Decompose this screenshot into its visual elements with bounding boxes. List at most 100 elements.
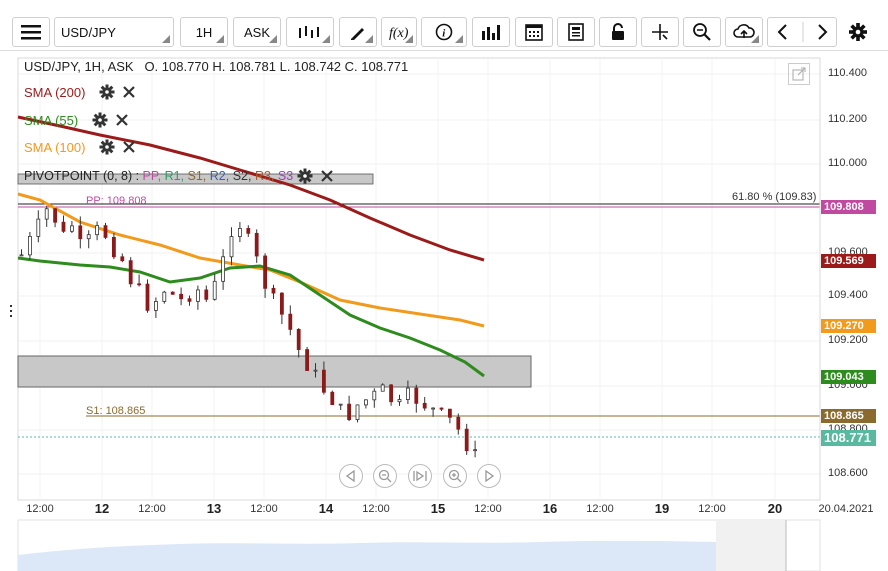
lock-icon	[612, 23, 624, 40]
popout-icon	[792, 67, 806, 81]
price-tag: 109.808	[821, 200, 876, 214]
zoom-in-button[interactable]	[443, 464, 467, 488]
news-button[interactable]	[557, 17, 595, 47]
drag-dots-icon	[10, 305, 12, 317]
scroll-left-button[interactable]	[339, 464, 363, 488]
zoom-out-icon	[378, 469, 392, 483]
calendar-button[interactable]	[515, 17, 553, 47]
y-axis-label: 110.400	[828, 67, 867, 79]
indicators-button[interactable]: f(x)	[381, 17, 417, 47]
zoom-out-button[interactable]	[373, 464, 397, 488]
indicator-label: SMA (200)	[24, 84, 86, 100]
crosshair-button[interactable]	[641, 17, 679, 47]
function-icon: f(x)	[389, 26, 409, 41]
y-axis-label: 110.200	[828, 113, 867, 125]
timeframe-label: 1H	[195, 24, 213, 40]
zoom-button[interactable]	[683, 17, 721, 47]
price-chart[interactable]	[0, 50, 888, 571]
x-axis-label: 12:00	[26, 503, 54, 515]
save-button[interactable]	[725, 17, 763, 47]
x-axis-label: 12:00	[474, 503, 502, 515]
volume-button[interactable]	[472, 17, 510, 47]
symbol-selector[interactable]: USD/JPY	[54, 17, 174, 47]
close-icon[interactable]	[114, 112, 130, 128]
toolbar: USD/JPY 1H ASK f(x) i	[0, 0, 888, 51]
timeframe-selector[interactable]: 1H	[180, 17, 228, 47]
y-axis-label: 110.000	[828, 157, 867, 169]
candles-icon	[299, 26, 319, 38]
cloud-upload-icon	[733, 24, 755, 38]
legend-title: USD/JPY, 1H, ASK	[24, 59, 134, 74]
settings-button[interactable]	[848, 22, 868, 45]
y-axis-label: 109.200	[828, 334, 868, 346]
reset-view-button[interactable]	[408, 464, 432, 488]
sma200-line[interactable]	[17, 115, 485, 262]
price-tag: 109.569	[821, 254, 876, 268]
chart-type-button[interactable]	[286, 17, 334, 47]
price-tag: 108.865	[821, 409, 876, 423]
zoom-icon	[693, 23, 711, 41]
hamburger-icon	[21, 25, 41, 40]
lock-button[interactable]	[599, 17, 637, 47]
zone-box[interactable]	[17, 355, 532, 388]
close-icon[interactable]	[319, 168, 335, 184]
x-axis-label: 12:00	[698, 503, 726, 515]
menu-button[interactable]	[12, 17, 50, 47]
bar-chart-icon	[482, 25, 500, 40]
indicator-label: SMA (55)	[24, 112, 79, 128]
pivot-items: PP, R1, S1, R2, S2, R3, S3	[143, 169, 294, 183]
x-axis-label: 12:00	[138, 503, 166, 515]
svg-text:i: i	[442, 28, 446, 40]
x-axis-label: 12	[94, 501, 110, 516]
info-button[interactable]: i	[421, 17, 467, 47]
x-axis-label: 20.04.2021	[818, 503, 874, 515]
price-side-selector[interactable]: ASK	[233, 17, 281, 47]
indicator-sma55[interactable]: SMA (55)	[24, 112, 130, 128]
x-axis-label: 12:00	[586, 503, 614, 515]
indicator-pivot[interactable]: PIVOTPOINT (0, 8) : PP, R1, S1, R2, S2, …	[24, 168, 335, 184]
chart-area[interactable]: USD/JPY, 1H, ASK O. 108.770 H. 108.781 L…	[0, 50, 888, 571]
symbol-label: USD/JPY	[61, 24, 116, 40]
y-axis-label: 109.400	[828, 289, 868, 301]
crosshair-icon	[652, 24, 668, 40]
pp-level-label: PP: 109.808	[86, 195, 147, 207]
pivot-item-s1: S1,	[187, 169, 210, 183]
price-tag: 108.771	[821, 430, 876, 446]
indicator-sma100[interactable]: SMA (100)	[24, 139, 137, 155]
gear-icon[interactable]	[92, 112, 108, 128]
reset-icon	[413, 470, 427, 482]
scroll-right-button[interactable]	[477, 464, 501, 488]
pivot-item-r2: R2,	[209, 169, 233, 183]
pivot-item-r3: R3,	[254, 169, 278, 183]
left-edge-handle[interactable]	[10, 305, 13, 319]
fib-level-label: 61.80 % (109.83)	[732, 191, 817, 203]
pivot-prefix: PIVOTPOINT (0, 8) :	[24, 169, 143, 183]
candles[interactable]	[19, 205, 478, 458]
calendar-icon	[525, 24, 543, 41]
x-axis-label: 13	[206, 501, 222, 516]
navigator-window[interactable]	[716, 520, 786, 571]
indicator-sma200[interactable]: SMA (200)	[24, 84, 137, 100]
x-axis-label: 14	[318, 501, 334, 516]
draw-tool-button[interactable]	[339, 17, 377, 47]
gear-icon[interactable]	[99, 84, 115, 100]
svg-text:f(x): f(x)	[389, 26, 409, 41]
x-axis-label: 12:00	[362, 503, 390, 515]
sma55-line[interactable]	[17, 256, 485, 378]
gear-icon[interactable]	[99, 139, 115, 155]
x-axis-label: 12:00	[250, 503, 278, 515]
close-icon[interactable]	[121, 139, 137, 155]
pivot-item-s2: S2,	[232, 169, 255, 183]
gear-icon[interactable]	[297, 168, 313, 184]
x-axis-label: 15	[430, 501, 446, 516]
price-side-label: ASK	[243, 24, 270, 40]
x-axis-label: 20	[767, 501, 783, 516]
prev-next-icon[interactable]	[771, 22, 833, 42]
pivot-item-s3: S3	[277, 169, 294, 183]
chart-legend: USD/JPY, 1H, ASK O. 108.770 H. 108.781 L…	[24, 59, 408, 74]
x-axis-label: 16	[542, 501, 558, 516]
close-icon[interactable]	[121, 84, 137, 100]
triangle-left-icon	[345, 470, 355, 482]
popout-button[interactable]	[788, 63, 810, 85]
navigator-area	[18, 540, 716, 571]
